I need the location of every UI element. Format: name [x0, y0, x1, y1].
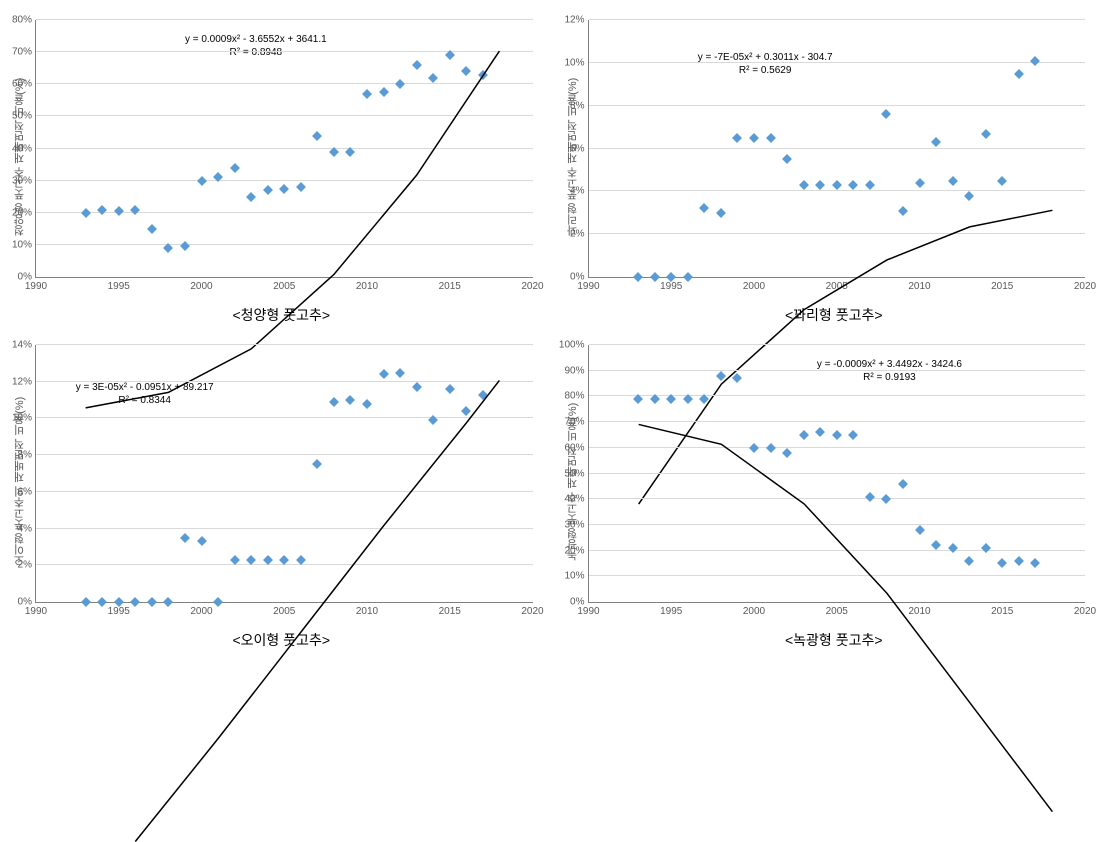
y-axis-label: 꽈리형 풋고추 재배면적 비율(%) — [563, 10, 583, 303]
y-tick-label: 30% — [12, 175, 32, 186]
y-tick-label: 10% — [12, 239, 32, 250]
y-tick-label: 60% — [12, 79, 32, 90]
chart-wrap: 꽈리형 풋고추 재배면적 비율(%) y = -7E-05x² + 0.3011… — [563, 10, 1106, 303]
y-tick-label: 30% — [564, 519, 584, 530]
plot-area: y = -0.0009x² + 3.4492x - 3424.6 R² = 0.… — [588, 345, 1086, 603]
y-tick-label: 70% — [564, 417, 584, 428]
y-tick-label: 2% — [18, 560, 32, 571]
y-tick-label: 8% — [18, 450, 32, 461]
y-tick-label: 12% — [12, 376, 32, 387]
y-tick-label: 6% — [570, 143, 584, 154]
y-tick-label: 14% — [12, 340, 32, 351]
y-tick-label: 2% — [570, 229, 584, 240]
y-tick-label: 60% — [564, 442, 584, 453]
plot-area: y = -7E-05x² + 0.3011x - 304.7 R² = 0.56… — [588, 20, 1086, 278]
y-tick-label: 20% — [564, 545, 584, 556]
y-tick-label: 50% — [564, 468, 584, 479]
chart-wrap: 청양형 풋고추 재배면적 비율(%) y = 0.0009x² - 3.6552… — [10, 10, 553, 303]
y-tick-label: 10% — [564, 57, 584, 68]
y-tick-label: 4% — [570, 186, 584, 197]
trend-line — [36, 345, 533, 842]
y-tick-label: 100% — [559, 340, 585, 351]
chart-wrap: 녹광형 풋고추 재배면적 비율(%) y = -0.0009x² + 3.449… — [563, 335, 1106, 628]
y-tick-label: 20% — [12, 207, 32, 218]
chart-bottom-left: 오이형 풋고추의 재배면적 비율(%) y = 3E-05x² - 0.0951… — [10, 335, 553, 650]
y-tick-label: 40% — [564, 494, 584, 505]
y-tick-label: 10% — [564, 571, 584, 582]
y-tick-label: 8% — [570, 100, 584, 111]
chart-top-left: 청양형 풋고추 재배면적 비율(%) y = 0.0009x² - 3.6552… — [10, 10, 553, 325]
chart-wrap: 오이형 풋고추의 재배면적 비율(%) y = 3E-05x² - 0.0951… — [10, 335, 553, 628]
y-tick-label: 6% — [18, 486, 32, 497]
trend-line — [589, 345, 1086, 842]
y-tick-label: 70% — [12, 47, 32, 58]
y-tick-label: 10% — [12, 413, 32, 424]
plot-area: y = 0.0009x² - 3.6552x + 3641.1 R² = 0.8… — [35, 20, 533, 278]
y-tick-label: 50% — [12, 111, 32, 122]
plot-area: y = 3E-05x² - 0.0951x + 89.217 R² = 0.83… — [35, 345, 533, 603]
chart-bottom-right: 녹광형 풋고추 재배면적 비율(%) y = -0.0009x² + 3.449… — [563, 335, 1106, 650]
y-tick-label: 80% — [564, 391, 584, 402]
chart-top-right: 꽈리형 풋고추 재배면적 비율(%) y = -7E-05x² + 0.3011… — [563, 10, 1106, 325]
y-axis-label: 녹광형 풋고추 재배면적 비율(%) — [563, 335, 583, 628]
y-tick-label: 40% — [12, 143, 32, 154]
y-tick-label: 12% — [564, 15, 584, 26]
y-tick-label: 90% — [564, 365, 584, 376]
y-tick-label: 80% — [12, 15, 32, 26]
y-tick-label: 4% — [18, 523, 32, 534]
